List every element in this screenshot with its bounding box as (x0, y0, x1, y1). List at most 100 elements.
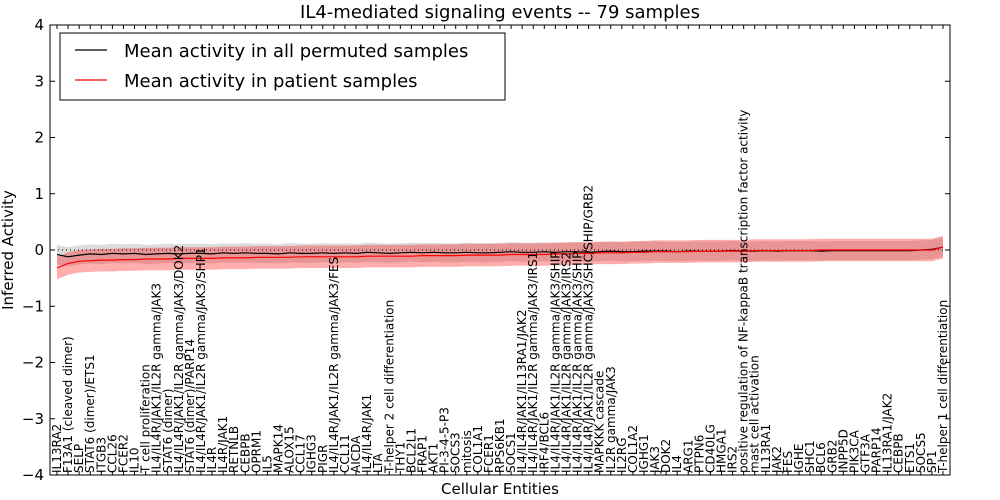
x-tick-label: T cell proliferation (139, 364, 153, 474)
y-tick-label: 0 (34, 241, 44, 259)
y-tick-label: −1 (22, 297, 44, 315)
x-tick-label: BCL2L1 (404, 428, 418, 473)
x-tick-label: SOCS1 (504, 432, 518, 473)
x-tick-label: SHC1 (803, 440, 817, 473)
x-tick-label: SELP (72, 444, 86, 473)
line-patient (56, 246, 944, 269)
x-tick-label: IL13RA1/JAK2 (881, 393, 895, 473)
x-tick-label: F13A1 (cleaved dimer) (61, 336, 75, 473)
x-tick-label: IL4/IL4R/JAK1/IL2R gamma/JAK3/DOK2 (172, 245, 186, 473)
x-tick-label: JAK2 (770, 446, 784, 474)
x-tick-label: FRAP1 (416, 435, 430, 473)
x-tick-label: COL1A1 (471, 425, 485, 473)
x-tick-label: IL4/IL4R/JAK1/IL2R gamma/JAK3/SHC/SHIP/G… (582, 185, 596, 473)
x-tick-label: PARP14 (870, 427, 884, 473)
x-tick-label: HMGA1 (715, 428, 729, 473)
x-tick-label: FES (781, 451, 795, 473)
x-tick-label: IGHG1 (637, 434, 651, 473)
x-tick-label: IL13RA1 (759, 424, 773, 473)
y-tick-label: 1 (34, 185, 44, 203)
x-tick-label: IL4/IL4R/JAK1/IL2R gamma/JAK3/SHP1 (194, 247, 208, 473)
y-tick-label: −4 (22, 466, 44, 484)
x-tick-label: ALOX15 (283, 426, 297, 473)
x-tick-label: IL4R (205, 447, 219, 473)
x-tick-label: PTPN6 (692, 435, 706, 473)
x-tick-label: CCL26 (105, 434, 119, 473)
x-tick-label: PIGR (316, 445, 330, 473)
x-tick-label: IL4/IL4R/JAK1/IL2R gamma/JAK3/SHIP (571, 252, 585, 473)
y-tick-label: 2 (34, 129, 44, 147)
x-tick-label: IL4 (670, 455, 684, 473)
x-tick-label: STAT6 (dimer)/PARP14 (183, 339, 197, 473)
x-tick-label: OPRM1 (249, 430, 263, 473)
x-tick-label: SOCS5 (914, 432, 928, 473)
x-tick-label: ARG1 (681, 440, 695, 473)
x-tick-label: SOCS3 (449, 432, 463, 473)
x-tick-label: DOK2 (659, 439, 673, 473)
x-tick-label: CEBPB (892, 433, 906, 473)
x-tick-label: AICDA (349, 435, 363, 473)
x-tick-label: RPS6KB1 (493, 418, 507, 473)
x-tick-label: IRF4/BCL6 (537, 412, 551, 473)
x-tick-label: PI-3-4-5-P3 (438, 407, 452, 473)
x-tick-label: CCL11 (338, 434, 352, 473)
x-tick-label: CCL17 (294, 434, 308, 473)
x-tick-label: IGHE (792, 444, 806, 473)
x-tick-label: SP1 (925, 451, 939, 474)
x-tick-label: IL4/IL4R/JAK1/IL2R gamma/JAK3 (150, 283, 164, 473)
x-tick-label: IRS2 (726, 446, 740, 473)
x-tick-label: STAT6 (dimer) (161, 389, 175, 473)
x-tick-label: IL4/IL4R/JAK1/IL2R gamma/JAK3/SHIP (548, 252, 562, 473)
x-tick-label: IL5 (260, 455, 274, 473)
legend: Mean activity in all permuted samples Me… (59, 32, 506, 101)
x-tick-label: IL4/IL4R/JAK1/IL2R gamma/JAK3/IRS2 (560, 252, 574, 473)
x-tick-label: JAK3 (648, 446, 662, 474)
x-tick-label: IL4R/JAK1 (216, 416, 230, 473)
y-tick-label: −3 (22, 410, 44, 428)
x-tick-label: STAT6 (dimer)/ETS1 (83, 354, 97, 473)
x-tick-label: mast cell activation (748, 355, 762, 473)
x-tick-label: IL2R gamma/JAK3 (604, 366, 618, 473)
legend-label-permuted: Mean activity in all permuted samples (124, 41, 468, 62)
band-patient (57, 235, 943, 280)
legend-label-patient: Mean activity in patient samples (124, 71, 418, 92)
x-tick-label: T-helper 1 cell differentiation (936, 300, 950, 474)
x-tick-label: IGHG3 (305, 434, 319, 473)
x-tick-label: FCER2 (116, 434, 130, 473)
x-tick-label: MAPKKK cascade (593, 371, 607, 473)
x-tick-label: IL2RG (615, 438, 629, 474)
x-tick-label: CEBPB (238, 433, 252, 473)
x-tick-label: PIK3CA (847, 429, 861, 473)
x-tick-label: INPP5D (836, 429, 850, 473)
x-tick-label: AKT1 (427, 443, 441, 473)
y-axis-label: Inferred Activity (0, 190, 17, 310)
legend-box (59, 32, 506, 101)
y-tick-label: 4 (34, 16, 44, 34)
x-tick-label: LTA (371, 453, 385, 473)
x-tick-label: CD40LG (703, 424, 717, 473)
x-axis-label: Cellular Entities (441, 480, 559, 498)
x-tick-label: mitosis (460, 430, 474, 473)
x-tick-label: GRB2 (825, 439, 839, 473)
x-tick-label: IL10 (128, 448, 142, 474)
x-tick-label: IL4/IL4R/JAK1/IL13RA1/JAK2 (515, 310, 529, 474)
x-tick-label: BCL6 (814, 442, 828, 473)
x-tick-label: ETS1 (903, 443, 917, 473)
x-tick-label: THY1 (393, 442, 407, 474)
x-tick-label: positive regulation of NF-kappaB transcr… (737, 110, 751, 473)
x-tick-label: IL13RA2 (50, 424, 64, 473)
x-tick-label: RETNLB (227, 426, 241, 473)
x-tick-label: T-helper 2 cell differentiation (382, 300, 396, 474)
x-tick-label: GTF3A (859, 433, 873, 473)
x-tick-label: COL1A2 (626, 425, 640, 473)
x-tick-label: ITGB3 (94, 437, 108, 473)
y-tick-label: −2 (22, 354, 44, 372)
y-tick-label: 3 (34, 72, 44, 90)
x-tick-label: MAPK14 (272, 424, 286, 473)
chart-title: IL4-mediated signaling events -- 79 samp… (300, 2, 700, 23)
x-tick-label: FCER1 (482, 434, 496, 473)
x-tick-label: IL4/IL4R/JAK1/IL2R gamma/JAK3/FES (327, 257, 341, 473)
x-tick-label: IL4/IL4R/JAK1 (360, 394, 374, 473)
